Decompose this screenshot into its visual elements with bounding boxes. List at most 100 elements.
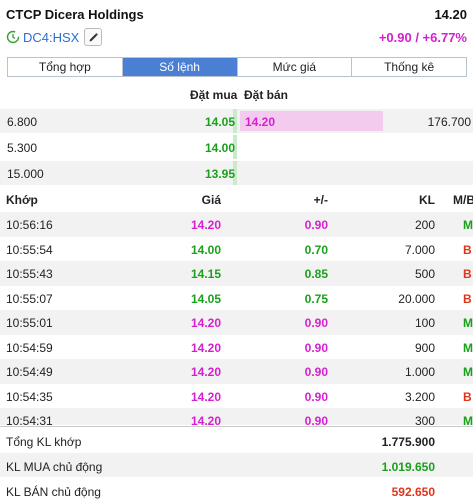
bid-volume: 5.300 <box>7 141 38 155</box>
header-volume: KL <box>419 193 435 207</box>
tab-statistics[interactable]: Thống kê <box>352 58 466 76</box>
active-buy-label: KL MUA chủ động <box>6 460 103 474</box>
summary-buy: KL MUA chủ động 1.019.650 <box>0 453 473 477</box>
trade-time: 10:55:07 <box>6 291 53 306</box>
active-sell-label: KL BÁN chủ động <box>6 485 101 499</box>
trade-change: 0.90 <box>304 389 328 404</box>
company-name: CTCP Dicera Holdings <box>6 7 144 22</box>
trade-volume: 3.200 <box>404 389 435 404</box>
trade-row: 10:55:54 14.00 0.70 7.000 B <box>0 237 473 262</box>
orderbook-row: 6.800 14.05 14.20 176.700 <box>0 109 473 133</box>
price-change: +0.90 / +6.77% <box>378 30 467 45</box>
trade-volume: 1.000 <box>404 365 435 379</box>
trade-volume: 7.000 <box>404 242 435 257</box>
ticker-row: DC4:HSX <box>6 28 103 46</box>
trade-volume: 900 <box>414 340 435 355</box>
trade-price: 14.20 <box>190 365 221 379</box>
pencil-icon <box>89 32 98 41</box>
trade-price: 14.00 <box>190 242 221 257</box>
trade-change: 0.75 <box>304 291 328 306</box>
orderbook-row: 5.300 14.00 <box>0 135 473 159</box>
trade-time: 10:55:01 <box>6 316 53 330</box>
total-volume-label: Tổng KL khớp <box>6 435 82 449</box>
active-buy-value: 1.019.650 <box>381 460 435 474</box>
trade-change: 0.85 <box>304 267 328 281</box>
trade-row: 10:54:35 14.20 0.90 3.200 B <box>0 384 473 409</box>
orderbook-row: 15.000 13.95 <box>0 161 473 185</box>
refresh-clock-icon[interactable] <box>6 30 20 44</box>
trade-volume: 100 <box>414 316 435 330</box>
trade-row: 10:56:16 14.20 0.90 200 M <box>0 212 473 237</box>
summary-total: Tổng KL khớp 1.775.900 <box>0 428 473 452</box>
trade-volume: 500 <box>414 267 435 281</box>
trade-change: 0.70 <box>304 242 328 257</box>
trade-price: 14.20 <box>190 316 221 330</box>
trade-price: 14.20 <box>190 414 221 425</box>
trade-side: B <box>463 291 472 306</box>
header-side: M/B <box>453 193 473 207</box>
trade-change: 0.90 <box>304 218 328 232</box>
ask-price: 14.20 <box>245 115 276 129</box>
trade-time: 10:54:59 <box>6 340 53 355</box>
header-price: Giá <box>201 193 221 207</box>
trade-time: 10:54:35 <box>6 389 53 404</box>
total-volume-value: 1.775.900 <box>381 435 435 449</box>
active-sell-value: 592.650 <box>391 485 435 499</box>
trade-side: M <box>463 316 473 330</box>
current-price: 14.20 <box>434 7 467 22</box>
trade-volume: 300 <box>414 414 435 425</box>
edit-button[interactable] <box>84 28 103 46</box>
bid-volume-bar <box>233 161 237 185</box>
trade-row: 10:54:59 14.20 0.90 900 M <box>0 335 473 360</box>
tab-orders[interactable]: Số lệnh <box>122 58 238 76</box>
trade-change: 0.90 <box>304 340 328 355</box>
trade-side: M <box>463 218 473 232</box>
tab-summary[interactable]: Tổng hợp <box>8 58 123 76</box>
divider <box>0 426 473 427</box>
ask-volume-bar <box>240 111 383 131</box>
trade-side: M <box>463 340 473 355</box>
trade-side: B <box>463 389 472 404</box>
bid-header: Đặt mua <box>190 88 238 102</box>
bid-volume-bar <box>233 109 237 133</box>
trade-time: 10:54:49 <box>6 365 53 379</box>
trade-time: 10:56:16 <box>6 218 53 232</box>
trade-change: 0.90 <box>304 316 328 330</box>
tab-price-levels[interactable]: Mức giá <box>237 58 353 76</box>
stock-header: CTCP Dicera Holdings 14.20 DC4:HSX +0.90… <box>0 0 473 52</box>
trade-price: 14.15 <box>190 267 221 281</box>
trade-side: B <box>463 267 472 281</box>
trade-price: 14.20 <box>190 389 221 404</box>
bid-price: 13.95 <box>204 167 235 181</box>
trade-price: 14.20 <box>190 218 221 232</box>
trade-time: 10:54:31 <box>6 414 53 425</box>
trade-row: 10:55:43 14.15 0.85 500 B <box>0 261 473 286</box>
tab-bar: Tổng hợp Số lệnh Mức giá Thống kê <box>7 57 467 77</box>
trade-volume: 20.000 <box>398 291 435 306</box>
trade-change: 0.90 <box>304 365 328 379</box>
trades-header: Khớp Giá +/- KL M/B <box>0 193 473 211</box>
trade-row: 10:55:07 14.05 0.75 20.000 B <box>0 286 473 311</box>
summary-sell: KL BÁN chủ động 592.650 <box>0 478 473 500</box>
bid-volume: 15.000 <box>7 167 44 181</box>
trade-price: 14.20 <box>190 340 221 355</box>
trade-volume: 200 <box>414 218 435 232</box>
header-change: +/- <box>313 193 328 207</box>
bid-volume: 6.800 <box>7 115 38 129</box>
trade-time: 10:55:54 <box>6 242 53 257</box>
header-time: Khớp <box>6 193 38 207</box>
trades-list[interactable]: 10:56:16 14.20 0.90 200 M 10:55:54 14.00 0.70 7.… <box>0 212 473 425</box>
trade-price: 14.05 <box>190 291 221 306</box>
trade-row: 10:54:49 14.20 0.90 1.000 M <box>0 359 473 384</box>
trade-side: M <box>463 414 473 425</box>
bid-price: 14.05 <box>204 115 235 129</box>
trade-change: 0.90 <box>304 414 328 425</box>
trade-side: M <box>463 365 473 379</box>
ask-volume: 176.700 <box>427 115 471 129</box>
bid-price: 14.00 <box>204 141 235 155</box>
ticker-symbol[interactable]: DC4:HSX <box>23 29 80 45</box>
trade-row: 10:54:31 14.20 0.90 300 M <box>0 408 473 425</box>
trade-time: 10:55:43 <box>6 267 53 281</box>
bid-volume-bar <box>233 135 237 159</box>
trade-row: 10:55:01 14.20 0.90 100 M <box>0 310 473 335</box>
